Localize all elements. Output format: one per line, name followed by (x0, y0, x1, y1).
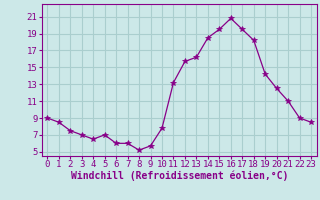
X-axis label: Windchill (Refroidissement éolien,°C): Windchill (Refroidissement éolien,°C) (70, 171, 288, 181)
